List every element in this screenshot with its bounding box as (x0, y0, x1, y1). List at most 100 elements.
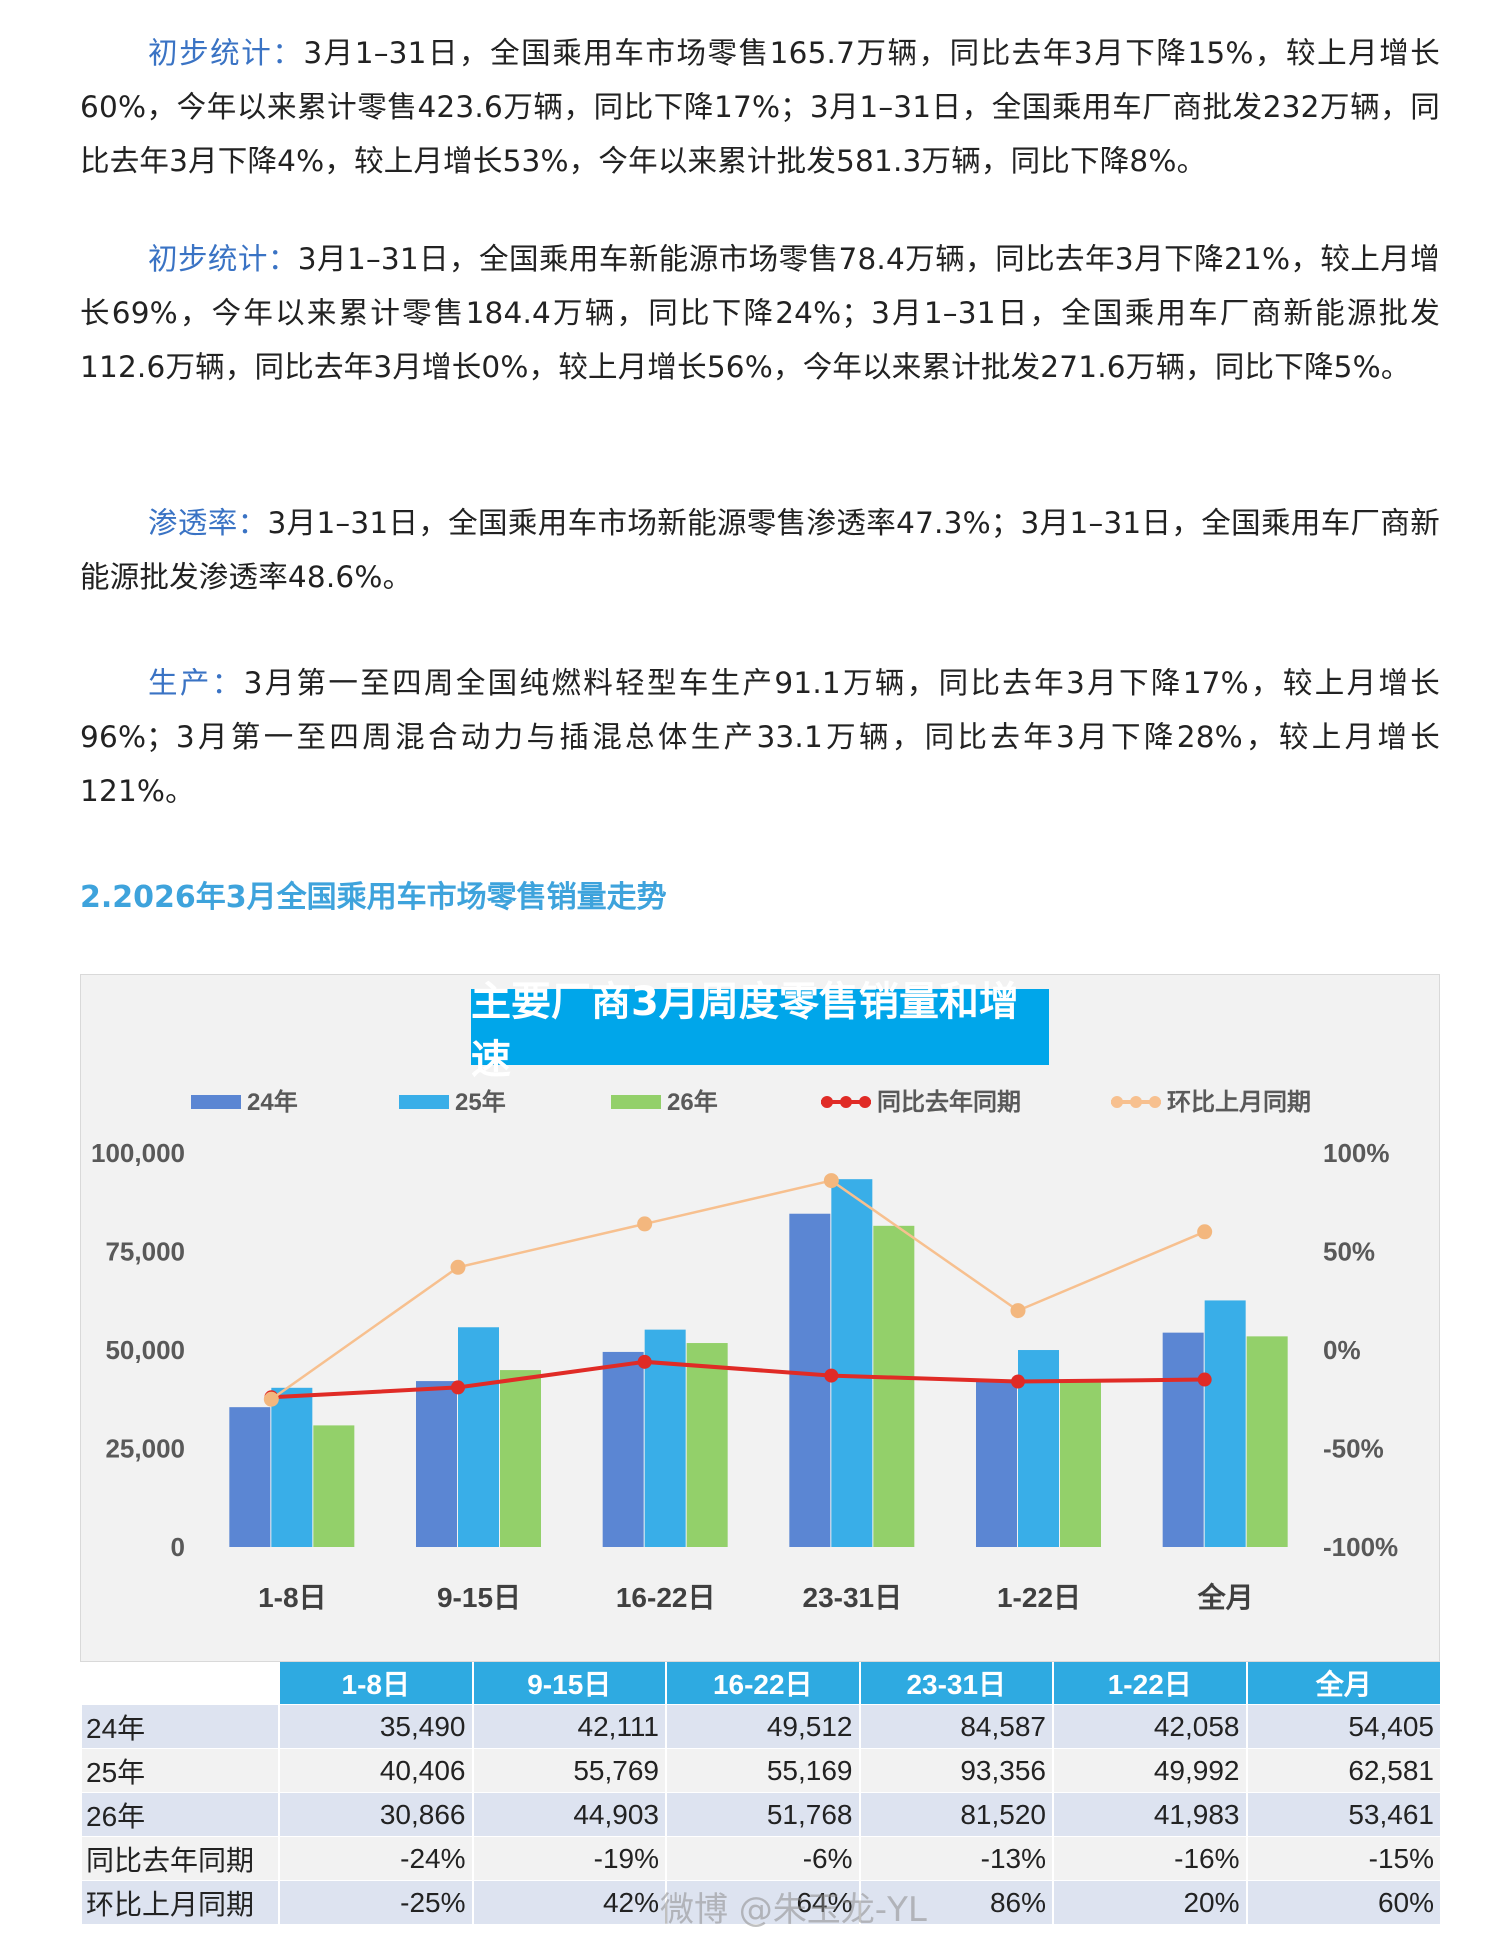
y2-tick-label: -100% (1323, 1532, 1398, 1562)
weekly-retail-chart: 24年 25年 26年 同比去年同期 环比上月同期 100,000 75,000 50,000… (91, 1088, 1398, 1613)
table-cell: -24% (278, 1836, 473, 1881)
table-header-cell: 1-8日 (278, 1662, 473, 1705)
bar-24年-1-22日 (976, 1381, 1017, 1547)
watermark: 微博 @朱玉龙-YL (660, 1890, 927, 1930)
table-cell: 49,512 (665, 1704, 860, 1749)
table-cell: 60% (1245, 1880, 1440, 1924)
point-环比上月同期 (823, 1173, 839, 1189)
paragraph-penetration: 渗透率：3月1–31日，全国乘用车市场新能源零售渗透率47.3%；3月1–31日… (80, 496, 1440, 604)
legend-marker (1130, 1096, 1142, 1108)
table-header-row: 1-8日 9-15日 16-22日 23-31日 1-22日 全月 (80, 1662, 1440, 1705)
bar-25年-9-15日 (458, 1327, 499, 1547)
table-cell: 49,992 (1052, 1748, 1247, 1793)
table-cell: 81,520 (858, 1792, 1053, 1837)
y-tick-label: 25,000 (105, 1434, 185, 1464)
line-同比去年同期 (271, 1359, 1205, 1400)
table-row: 25年 40,406 55,769 55,169 93,356 49,992 6… (80, 1748, 1440, 1793)
table-header-cell: 9-15日 (471, 1662, 666, 1705)
point-同比去年同期 (824, 1368, 839, 1383)
y2-tick-label: -50% (1323, 1434, 1384, 1464)
paragraph-body: 3月1–31日，全国乘用车新能源市场零售78.4万辆，同比去年3月下降21%，较… (80, 242, 1440, 384)
paragraph-body: 3月1–31日，全国乘用车市场零售165.7万辆，同比去年3月下降15%，较上月… (80, 36, 1440, 178)
table-cell: 44,903 (471, 1792, 666, 1837)
bar-26年-16-22日 (686, 1343, 728, 1547)
paragraph-body: 3月第一至四周全国纯燃料轻型车生产91.1万辆，同比去年3月下降17%，较上月增… (80, 666, 1440, 808)
table-header-cell (80, 1662, 279, 1705)
x-tick-label: 1-8日 (258, 1582, 326, 1613)
legend-swatch-24年 (191, 1095, 241, 1109)
table-cell: 51,768 (665, 1792, 860, 1837)
bar-24年-1-8日 (229, 1407, 271, 1547)
x-tick-label: 1-22日 (997, 1582, 1081, 1613)
table-cell: 86% (858, 1880, 1053, 1924)
table-header-cell: 16-22日 (665, 1662, 860, 1705)
bar-25年-23-31日 (831, 1179, 873, 1547)
x-tick-label: 9-15日 (437, 1582, 521, 1613)
table-cell: 35,490 (278, 1704, 473, 1749)
table-cell: 54,405 (1245, 1704, 1440, 1749)
table-cell: 42,111 (471, 1704, 666, 1749)
table-header-cell: 全月 (1245, 1662, 1440, 1705)
table-cell: 93,356 (858, 1748, 1053, 1793)
table-cell: 42% (471, 1880, 666, 1924)
point-同比去年同期 (1197, 1372, 1212, 1387)
table-row: 环比上月同期 -25% 42% 64% 86% 20% 60% (80, 1880, 1440, 1924)
legend-label: 环比上月同期 (1167, 1089, 1311, 1116)
y-tick-label: 100,000 (91, 1138, 185, 1168)
legend-label: 同比去年同期 (877, 1088, 1021, 1116)
table-header-cell: 23-31日 (858, 1662, 1053, 1705)
bar-25年-1-8日 (271, 1387, 313, 1547)
paragraph-lead: 渗透率： (148, 506, 268, 540)
paragraph-retail: 初步统计：3月1–31日，全国乘用车市场零售165.7万辆，同比去年3月下降15… (80, 26, 1440, 188)
bar-26年-9-15日 (500, 1370, 541, 1547)
table-cell: 84,587 (858, 1704, 1053, 1749)
table-cell: -15% (1245, 1836, 1440, 1881)
table-cell: -19% (471, 1836, 666, 1881)
point-环比上月同期 (637, 1216, 653, 1232)
table-cell: 64% (665, 1880, 860, 1924)
legend-swatch-26年 (611, 1095, 661, 1109)
x-tick-label: 23-31日 (803, 1582, 903, 1613)
paragraph-lead: 生产： (148, 666, 244, 700)
y2-tick-label: 0% (1323, 1335, 1361, 1365)
x-tick-label: 全月 (1197, 1581, 1254, 1613)
bar-26年-1-22日 (1060, 1381, 1101, 1547)
bar-24年-16-22日 (602, 1351, 644, 1547)
legend-marker (840, 1096, 852, 1108)
paragraph-lead: 初步统计： (148, 242, 298, 276)
legend-label: 24年 (247, 1088, 298, 1116)
y-tick-label: 75,000 (105, 1237, 185, 1267)
y2-tick-label: 50% (1323, 1237, 1375, 1267)
point-同比去年同期 (637, 1354, 652, 1369)
bar-26年-全月 (1246, 1336, 1288, 1547)
legend-marker (1149, 1096, 1161, 1108)
legend-label: 26年 (667, 1088, 718, 1116)
table-row: 24年 35,490 42,111 49,512 84,587 42,058 5… (80, 1704, 1440, 1749)
table-cell: -13% (858, 1836, 1053, 1881)
bar-25年-全月 (1204, 1300, 1246, 1547)
point-环比上月同期 (450, 1259, 466, 1275)
chart-panel: 24年 25年 26年 同比去年同期 环比上月同期 100,000 75,000 50,000… (80, 974, 1440, 1662)
legend-marker (1111, 1096, 1123, 1108)
y-tick-label: 50,000 (105, 1335, 185, 1365)
bar-26年-1-8日 (313, 1425, 355, 1547)
row-label: 24年 (80, 1704, 279, 1749)
point-同比去年同期 (451, 1380, 465, 1395)
line-环比上月同期 (270, 1179, 1206, 1401)
table-cell: 55,769 (471, 1748, 666, 1793)
table-cell: -16% (1052, 1836, 1247, 1881)
point-环比上月同期 (263, 1391, 279, 1407)
chart-title: 主要厂商3月周度零售销量和增速 (471, 979, 1049, 1083)
section-title: 2.2026年3月全国乘用车市场零售销量走势 (80, 880, 667, 915)
table-cell: -6% (665, 1836, 860, 1881)
paragraph-lead: 初步统计： (148, 36, 304, 70)
bar-24年-全月 (1162, 1332, 1204, 1547)
row-label: 环比上月同期 (80, 1880, 279, 1924)
point-环比上月同期 (1197, 1224, 1213, 1240)
table-cell: 55,169 (665, 1748, 860, 1793)
paragraph-production: 生产：3月第一至四周全国纯燃料轻型车生产91.1万辆，同比去年3月下降17%，较… (80, 656, 1440, 818)
row-label: 26年 (80, 1792, 279, 1837)
legend-swatch-25年 (399, 1095, 449, 1109)
legend-label: 25年 (455, 1088, 506, 1116)
paragraph-nev: 初步统计：3月1–31日，全国乘用车新能源市场零售78.4万辆，同比去年3月下降… (80, 232, 1440, 394)
